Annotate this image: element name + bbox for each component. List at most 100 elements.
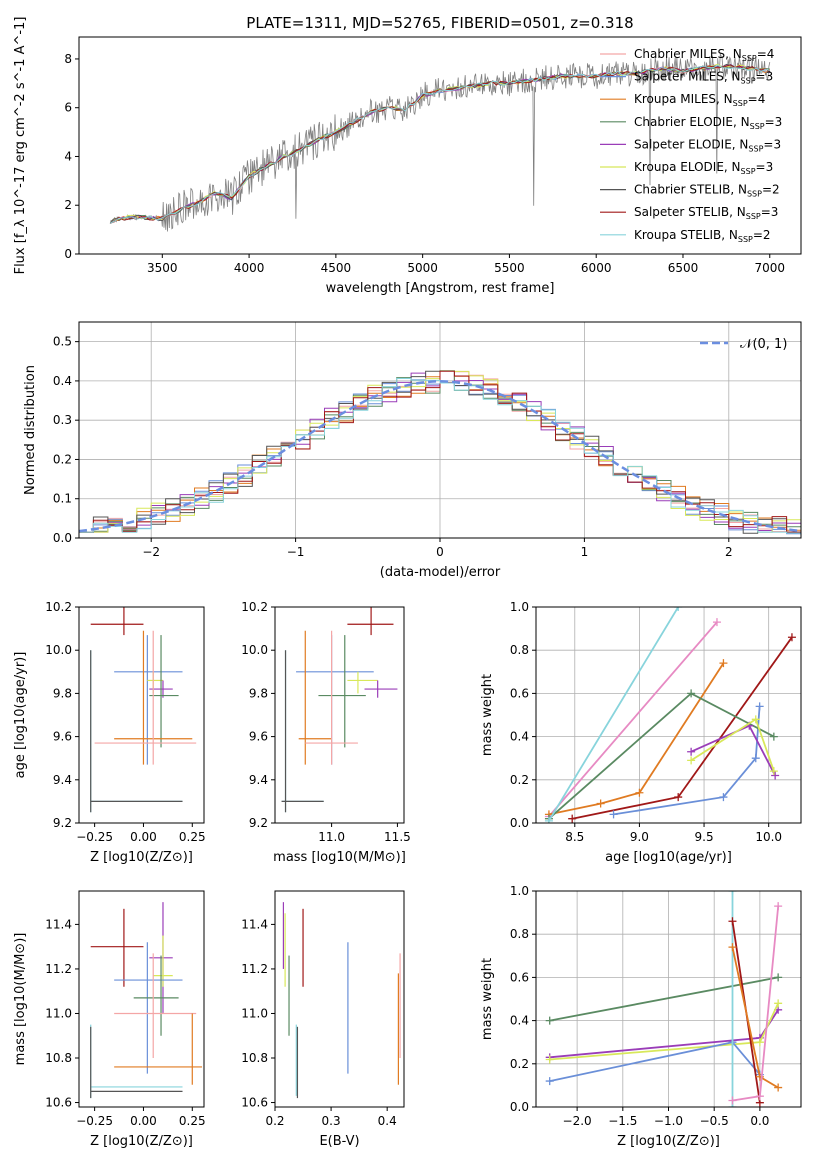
y-tick-label: 11.4 [241,917,268,931]
weight-marker [568,814,577,823]
y-tick-label: 0.0 [510,816,529,830]
y-axis-label: age [log10(age/yr)] [13,652,28,779]
y-tick-label: 0.1 [53,492,72,506]
x-tick-label: 9.0 [630,830,649,844]
x-tick-label: 6500 [668,261,699,275]
y-tick-label: 4 [64,149,72,163]
y-axis-label: mass weight [480,958,495,1040]
y-tick-label: 0.8 [510,927,529,941]
plot-area [544,607,796,823]
y-tick-label: 10.8 [45,1051,72,1065]
legend-entry: Salpeter MILES, NSSP=3 [634,70,773,86]
x-tick-label: 0.0 [750,1114,769,1128]
weight-marker [728,891,737,895]
weight-marker [774,1083,783,1092]
y-tick-label: 11.0 [45,1006,72,1020]
histogram-7 [79,370,801,538]
panel-weight-vs-age: 8.5 9.0 9.5 10.0 0.0 0.2 0.4 0.6 0.8 1.0 age [log1… [480,600,802,865]
axes-frame [78,36,802,255]
y-tick-label: 9.6 [53,730,72,744]
y-tick-label: 0.4 [510,730,529,744]
weight-marker [774,902,783,911]
x-tick-label: −2.0 [563,1114,592,1128]
y-tick-label: 9.4 [53,773,72,787]
y-axis-label: Flux [f_λ 10^-17 erg cm^-2 s^-1 A^-1] [13,17,28,275]
y-axis-label: mass [log10(M/M⊙)] [13,933,28,1066]
y-tick-label: 0.2 [510,1057,529,1071]
x-axis-label: E(B-V) [319,1134,359,1149]
y-tick-label: 1.0 [510,884,529,898]
x-axis-label: Z [log10(Z/Z⊙)] [617,1134,720,1149]
panel-residuals: −2 −1 0 1 2 0.0 0.1 0.2 0.3 0.4 0.5 (data-model)/er… [23,321,802,580]
weight-marker [769,732,778,741]
y-tick-label: 0.3 [53,413,72,427]
plot-area [545,891,783,1107]
x-tick-label: −2 [142,545,160,559]
weight-marker [755,702,764,711]
weight-marker [687,747,696,756]
axes-frame [274,890,405,1108]
legend-entry: Chabrier ELODIE, NSSP=3 [634,115,782,131]
weight-marker [545,1055,554,1064]
x-tick-label: 0.2 [265,1114,284,1128]
x-axis-label: wavelength [Angstrom, rest frame] [326,281,555,296]
x-tick-label: −0.5 [700,1114,729,1128]
weight-marker [755,1038,764,1047]
y-tick-label: 0.4 [510,1014,529,1028]
x-tick-label: 3500 [147,261,178,275]
y-tick-label: 10.8 [241,1051,268,1065]
plot-area [281,607,398,813]
weight-line-2 [549,1002,780,1061]
y-tick-label: 9.4 [249,773,268,787]
weight-marker [674,793,683,802]
x-axis-label: mass [log10(M/M⊙)] [273,850,406,865]
y-tick-label: 11.2 [241,962,268,976]
x-axis-label: (data-model)/error [380,565,501,580]
weight-line-3 [613,706,761,816]
x-tick-label: −1.5 [608,1114,637,1128]
y-tick-label: 9.8 [249,686,268,700]
x-tick-label: 11.0 [318,830,345,844]
x-tick-label: 4500 [321,261,352,275]
x-axis-label: Z [log10(Z/Z⊙)] [90,1134,193,1149]
histogram-8 [79,378,801,538]
legend-entry: Chabrier STELIB, NSSP=2 [634,183,780,199]
weight-marker [544,816,553,823]
y-tick-label: 11.2 [45,962,72,976]
y-tick-label: 2 [64,198,72,212]
y-tick-label: 0.2 [510,773,529,787]
y-tick-label: 0.6 [510,970,529,984]
weight-line-1 [548,662,725,816]
weight-marker [719,793,728,802]
weight-marker [712,618,721,627]
x-tick-label: 0.25 [179,830,206,844]
figure-title: PLATE=1311, MJD=52765, FIBERID=0501, z=0… [246,14,633,32]
axes-frame [274,606,405,824]
panel-age-vs-Z: −0.25 0.00 0.25 9.2 9.4 9.6 9.8 10.0 10.2 Z [log1… [13,600,206,865]
x-tick-label: 0.25 [179,1114,206,1128]
model-line-8 [110,64,770,224]
x-tick-label: 9.5 [695,830,714,844]
axes-frame [535,606,802,824]
y-tick-label: 11.0 [241,1006,268,1020]
x-tick-label: 5000 [407,261,438,275]
x-tick-label: 11.5 [384,830,411,844]
y-tick-label: 8 [64,52,72,66]
x-axis-label: age [log10(age/yr)] [605,850,732,865]
weight-marker [728,943,737,952]
x-axis-label: Z [log10(Z/Z⊙)] [90,850,193,865]
y-tick-label: 0.5 [53,335,72,349]
x-tick-label: 0.4 [378,1114,397,1128]
weight-line-0 [548,621,718,818]
y-tick-label: 10.0 [45,643,72,657]
normal-curve [79,380,801,533]
y-tick-label: 11.4 [45,917,72,931]
y-tick-label: 0.0 [53,531,72,545]
x-tick-label: 0 [436,545,444,559]
weight-marker [755,1092,764,1101]
weight-marker [774,999,783,1008]
x-tick-label: 5500 [494,261,525,275]
x-tick-label: −1.0 [654,1114,683,1128]
y-tick-label: 9.2 [249,816,268,830]
